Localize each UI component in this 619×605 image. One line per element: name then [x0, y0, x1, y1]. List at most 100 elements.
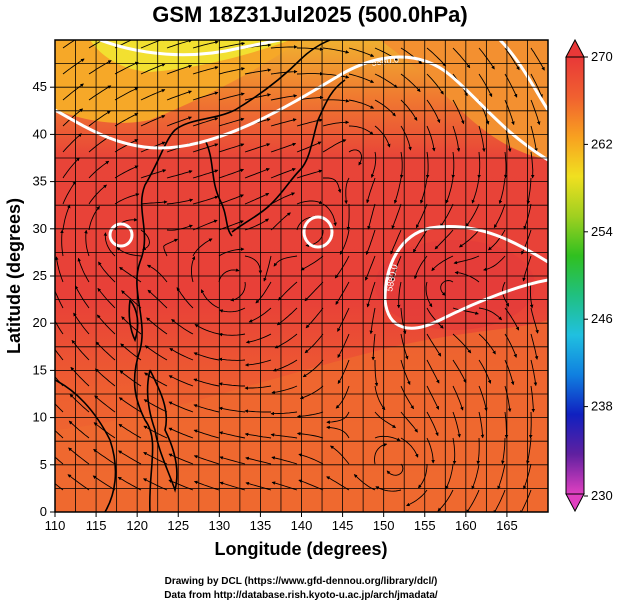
streamline	[322, 139, 347, 153]
streamline	[244, 93, 271, 101]
streamline	[478, 125, 486, 152]
streamline	[504, 47, 520, 71]
y-tick-label: 45	[33, 79, 47, 94]
streamline	[459, 229, 480, 248]
streamline	[374, 73, 398, 88]
streamline	[93, 448, 116, 465]
contour-label: 5880.0	[371, 54, 400, 68]
streamline	[140, 63, 166, 75]
streamline	[452, 99, 465, 125]
streamline	[530, 307, 539, 334]
streamline	[526, 437, 532, 465]
streamline	[504, 307, 520, 331]
streamline	[193, 352, 220, 361]
streamline	[520, 489, 532, 512]
streamline	[62, 180, 77, 205]
streamline	[176, 287, 194, 309]
streamline	[71, 339, 90, 361]
streamline	[452, 385, 464, 411]
streamline	[277, 281, 298, 301]
streamline	[245, 333, 272, 344]
y-axis-ticks: 0 5 10 15 20 25 30 35 40 45	[33, 79, 55, 519]
streamline	[366, 177, 376, 204]
streamline	[60, 229, 64, 257]
streamline	[425, 151, 430, 179]
streamline	[270, 411, 298, 416]
streamline	[503, 151, 508, 179]
streamline	[346, 204, 351, 231]
streamline	[55, 256, 64, 283]
streamline	[337, 307, 350, 332]
streamline	[476, 437, 481, 465]
streamline	[168, 427, 194, 439]
contour-north	[55, 55, 548, 162]
streamline	[452, 47, 471, 69]
streamline	[399, 151, 404, 179]
x-tick-label: 115	[86, 518, 107, 533]
streamline	[55, 403, 64, 413]
streamline	[471, 463, 480, 490]
streamline	[263, 255, 272, 282]
streamline	[192, 219, 218, 231]
streamline	[166, 90, 192, 101]
streamline	[146, 317, 168, 335]
streamline	[322, 203, 337, 227]
streamline	[94, 395, 116, 413]
streamline	[114, 87, 139, 101]
streamline	[219, 456, 246, 465]
streamline	[440, 203, 454, 228]
streamline	[88, 110, 111, 127]
credit-line-2: Data from http://database.rish.kyoto-u.a…	[164, 590, 438, 601]
streamline	[426, 411, 439, 437]
x-tick-label: 140	[291, 518, 313, 533]
streamline	[478, 411, 485, 439]
streamline	[322, 177, 342, 193]
streamline	[530, 47, 545, 71]
streamline	[478, 359, 492, 384]
y-tick-label: 10	[33, 410, 47, 425]
streamline	[166, 170, 193, 179]
streamline	[522, 255, 532, 282]
streamline	[114, 61, 139, 75]
credit-line-1: Drawing by DCL (https://www.gfd-dennou.o…	[165, 576, 438, 587]
streamline	[526, 177, 532, 205]
streamline	[374, 360, 379, 387]
streamline	[452, 437, 457, 465]
streamline	[218, 220, 244, 231]
streamline	[219, 431, 246, 439]
streamline	[271, 456, 298, 465]
coast-korea	[204, 139, 233, 237]
coast-indochina	[55, 379, 117, 512]
x-tick-label: 130	[208, 518, 230, 533]
streamline	[440, 280, 454, 296]
streamline	[274, 333, 298, 349]
gridlines	[55, 40, 548, 512]
x-axis-ticks: 110 115 120 125 130 135 140 145 150 155 160 165	[45, 512, 518, 533]
streamline	[299, 385, 324, 400]
streamline	[466, 489, 480, 512]
streamline	[337, 359, 350, 385]
streamline	[67, 474, 90, 491]
streamline	[498, 177, 506, 204]
streamline	[478, 47, 495, 70]
streamline	[437, 489, 454, 512]
x-axis-label: Longitude (degrees)	[214, 539, 387, 559]
colorbar-ticks: 230 238 246 254 262 270	[584, 49, 613, 503]
streamline	[168, 401, 194, 413]
contour-north-west	[99, 40, 281, 57]
x-tick-label: 110	[45, 518, 66, 533]
streamline	[367, 203, 376, 230]
streamline	[88, 184, 107, 205]
streamline	[244, 385, 272, 390]
streamline	[193, 404, 220, 413]
streamline	[114, 193, 140, 205]
streamline	[166, 40, 193, 49]
streamline	[452, 411, 461, 438]
streamline	[302, 359, 324, 378]
streamline	[370, 151, 377, 178]
streamline	[146, 264, 168, 283]
streamline	[98, 261, 116, 283]
streamline	[488, 229, 506, 251]
streamline	[497, 463, 506, 490]
streamline	[330, 445, 350, 465]
